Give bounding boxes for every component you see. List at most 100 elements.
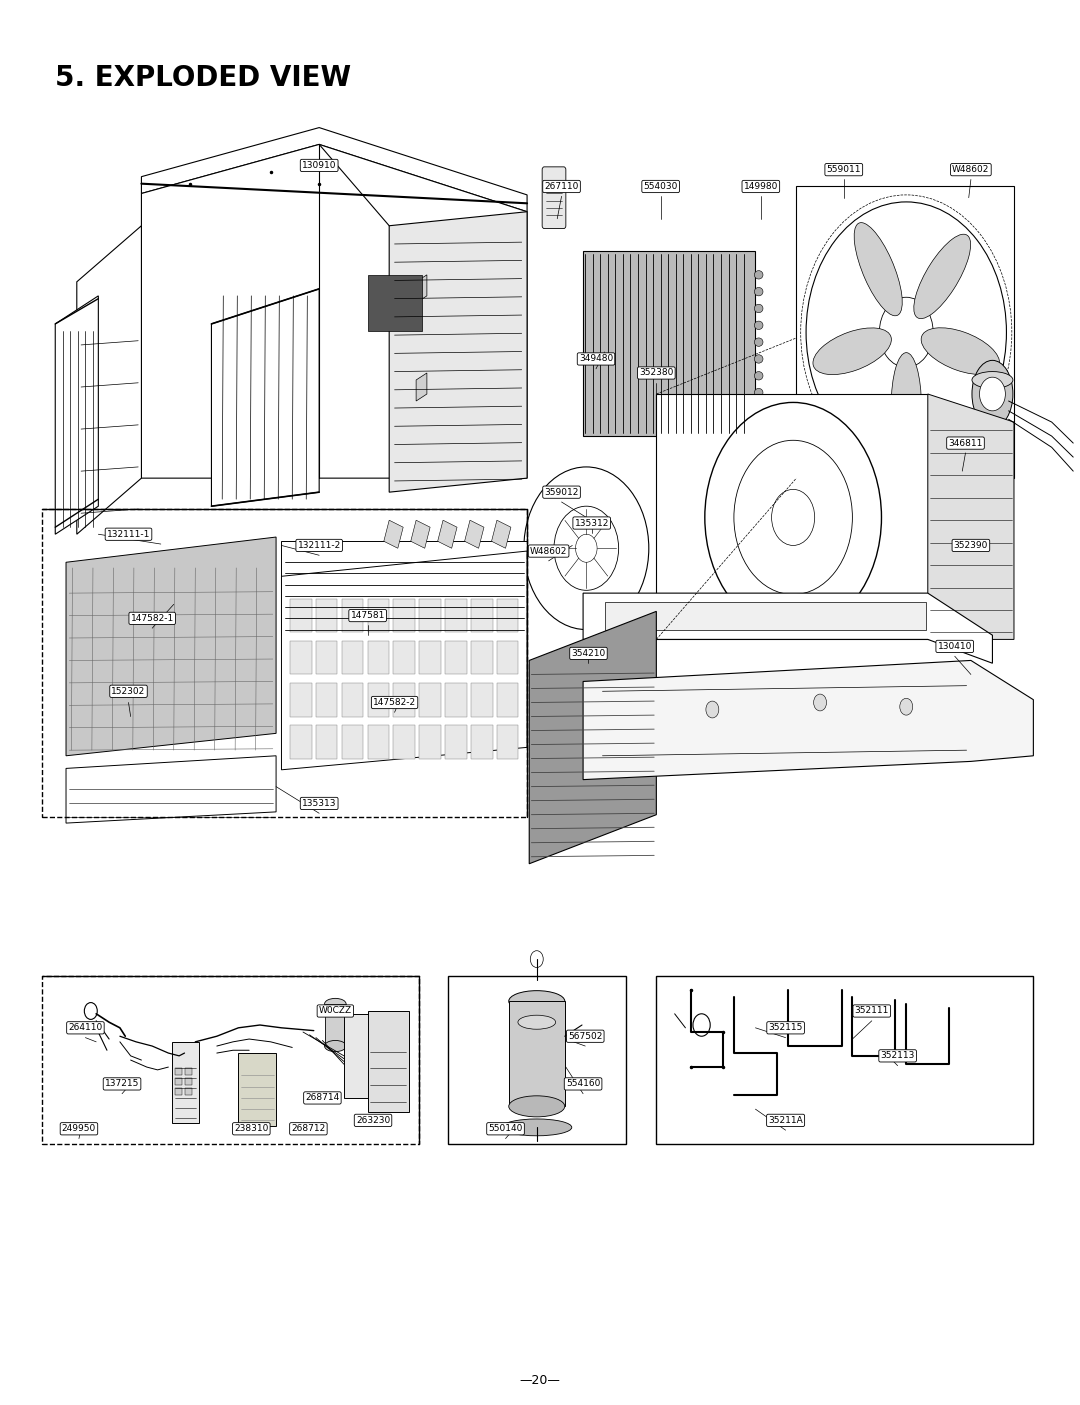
Text: 550140: 550140 <box>488 1124 523 1134</box>
Ellipse shape <box>972 371 1013 388</box>
Bar <box>471 725 492 759</box>
Ellipse shape <box>754 422 762 430</box>
Polygon shape <box>583 251 755 436</box>
Polygon shape <box>282 541 527 635</box>
Bar <box>175 1068 183 1075</box>
Polygon shape <box>141 128 527 212</box>
Text: 352113: 352113 <box>880 1051 915 1061</box>
Bar <box>291 725 312 759</box>
Polygon shape <box>66 537 276 756</box>
Text: 132111-2: 132111-2 <box>298 541 341 549</box>
Text: 147581: 147581 <box>350 611 384 620</box>
Polygon shape <box>464 520 484 548</box>
Text: 149980: 149980 <box>744 183 778 191</box>
Ellipse shape <box>754 388 762 396</box>
Polygon shape <box>416 275 427 303</box>
Ellipse shape <box>914 235 971 319</box>
Bar <box>343 1014 374 1097</box>
Circle shape <box>530 951 543 968</box>
Ellipse shape <box>754 322 762 330</box>
Bar <box>341 599 363 632</box>
Bar <box>471 683 492 717</box>
Bar <box>325 1005 346 1047</box>
Ellipse shape <box>518 1016 555 1030</box>
Bar <box>341 683 363 717</box>
Ellipse shape <box>972 360 1013 427</box>
Bar <box>471 599 492 632</box>
Bar <box>393 599 415 632</box>
Text: —20—: —20— <box>519 1374 561 1387</box>
Bar <box>341 725 363 759</box>
Bar <box>341 641 363 674</box>
Polygon shape <box>491 520 511 548</box>
Bar <box>497 683 518 717</box>
Bar <box>445 641 467 674</box>
Text: 130910: 130910 <box>302 162 336 170</box>
Bar <box>175 1078 183 1085</box>
Bar <box>185 1068 192 1075</box>
Text: 352380: 352380 <box>639 368 674 378</box>
Text: W48602: W48602 <box>530 547 567 555</box>
Polygon shape <box>583 660 1034 780</box>
Bar <box>316 725 337 759</box>
Bar <box>316 683 337 717</box>
Bar <box>448 976 626 1144</box>
Ellipse shape <box>754 305 762 313</box>
Circle shape <box>980 377 1005 410</box>
Polygon shape <box>437 520 457 548</box>
Bar <box>367 641 389 674</box>
Text: 35211A: 35211A <box>768 1116 804 1125</box>
Bar <box>367 275 421 332</box>
Circle shape <box>813 694 826 711</box>
Text: 249950: 249950 <box>62 1124 96 1134</box>
Text: 554160: 554160 <box>566 1079 600 1089</box>
Text: 238310: 238310 <box>234 1124 269 1134</box>
Bar <box>497 725 518 759</box>
Text: 5. EXPLODED VIEW: 5. EXPLODED VIEW <box>55 65 351 93</box>
Ellipse shape <box>921 327 1000 375</box>
Bar <box>419 725 441 759</box>
Bar <box>497 599 518 632</box>
Ellipse shape <box>891 353 921 458</box>
Text: 132111-1: 132111-1 <box>107 530 150 538</box>
Bar <box>367 599 389 632</box>
Bar <box>291 641 312 674</box>
Circle shape <box>900 698 913 715</box>
Ellipse shape <box>754 339 762 347</box>
Text: 263230: 263230 <box>356 1116 390 1125</box>
Text: 147582-1: 147582-1 <box>131 614 174 622</box>
Circle shape <box>693 1014 711 1037</box>
Bar <box>393 725 415 759</box>
Bar <box>316 599 337 632</box>
Text: 137215: 137215 <box>105 1079 139 1089</box>
Bar <box>172 1043 199 1123</box>
Bar <box>509 1002 565 1106</box>
Bar <box>445 683 467 717</box>
Bar <box>393 641 415 674</box>
Ellipse shape <box>754 405 762 413</box>
Text: 354210: 354210 <box>571 649 606 658</box>
Polygon shape <box>583 593 993 663</box>
Circle shape <box>706 701 719 718</box>
Text: 135312: 135312 <box>575 518 609 527</box>
Text: 346811: 346811 <box>948 438 983 448</box>
Text: 267110: 267110 <box>544 183 579 191</box>
Text: 264110: 264110 <box>68 1023 103 1033</box>
Text: 147582-2: 147582-2 <box>373 698 416 707</box>
Polygon shape <box>66 756 276 823</box>
Polygon shape <box>55 296 98 534</box>
Text: 152302: 152302 <box>111 687 146 695</box>
Text: 352390: 352390 <box>954 541 988 549</box>
Text: 554030: 554030 <box>644 183 678 191</box>
Text: W48602: W48602 <box>953 166 989 174</box>
Polygon shape <box>389 212 527 492</box>
Text: 559011: 559011 <box>826 166 861 174</box>
Text: 567502: 567502 <box>568 1031 603 1041</box>
FancyBboxPatch shape <box>542 167 566 229</box>
Text: 268712: 268712 <box>292 1124 325 1134</box>
Bar <box>445 599 467 632</box>
Text: 349480: 349480 <box>579 354 613 364</box>
Bar <box>419 599 441 632</box>
Bar <box>239 1054 276 1125</box>
Circle shape <box>84 1003 97 1020</box>
